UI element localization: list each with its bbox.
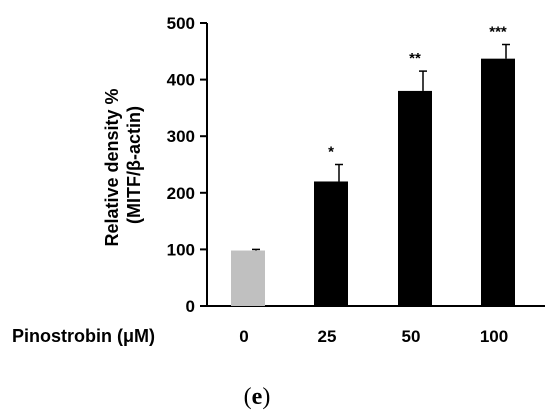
y-tick-labels: 0 100 200 300 400 500: [167, 14, 195, 316]
x-tick-label: 50: [402, 327, 421, 346]
significance-marks: ******: [328, 24, 507, 161]
panel-label-letter: e: [252, 384, 263, 410]
bar: [231, 250, 265, 306]
y-axis-label-line2: (MITF/β-actin): [124, 106, 144, 224]
bars: [231, 58, 515, 306]
significance-mark: *: [328, 144, 334, 161]
y-tick-label: 0: [186, 297, 195, 316]
y-tick-label: 500: [167, 14, 195, 33]
bar: [398, 90, 432, 306]
significance-mark: **: [409, 50, 421, 67]
panel-label: (e): [244, 384, 271, 410]
y-tick-label: 400: [167, 71, 195, 90]
bar: [314, 181, 348, 306]
x-axis-label: Pinostrobin (μM): [12, 326, 155, 346]
panel-label-open: (: [244, 384, 252, 410]
x-tick-labels: 0 25 50 100: [239, 327, 508, 346]
y-tick-label: 200: [167, 184, 195, 203]
x-tick-label: 100: [480, 327, 508, 346]
bar: [481, 58, 515, 306]
panel-label-close: ): [262, 384, 270, 410]
y-axis-label-line1: Relative density %: [102, 88, 122, 246]
error-bars: [252, 43, 510, 251]
y-tick-label: 100: [167, 240, 195, 259]
y-tick-label: 300: [167, 127, 195, 146]
y-axis-label: Relative density % (MITF/β-actin): [102, 83, 144, 246]
significance-mark: ***: [489, 24, 507, 41]
x-tick-label: 25: [318, 327, 337, 346]
x-tick-label: 0: [239, 327, 248, 346]
